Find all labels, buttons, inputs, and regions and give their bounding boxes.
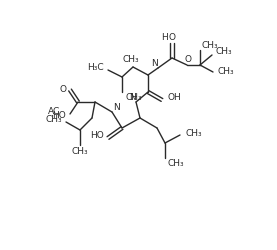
Text: N: N	[152, 58, 158, 68]
Text: CH₃: CH₃	[72, 146, 88, 156]
Text: H₃C: H₃C	[87, 62, 104, 72]
Text: CH₃: CH₃	[185, 128, 202, 138]
Text: O: O	[168, 34, 176, 42]
Text: CH₃: CH₃	[218, 68, 235, 76]
Text: H: H	[161, 34, 167, 42]
Text: CH₃: CH₃	[168, 158, 185, 168]
Text: CH₃: CH₃	[202, 40, 219, 50]
Text: AC: AC	[48, 106, 60, 116]
Text: CH₃: CH₃	[45, 114, 62, 124]
Text: N: N	[114, 102, 120, 112]
Text: HO: HO	[52, 112, 66, 120]
Text: O: O	[184, 54, 191, 64]
Text: O: O	[59, 86, 66, 94]
Text: CH₃: CH₃	[125, 92, 142, 102]
Text: CH₃: CH₃	[216, 46, 233, 56]
Text: N: N	[130, 92, 136, 102]
Text: HO: HO	[90, 130, 104, 140]
Text: OH: OH	[167, 94, 181, 102]
Text: CH₃: CH₃	[123, 56, 139, 64]
